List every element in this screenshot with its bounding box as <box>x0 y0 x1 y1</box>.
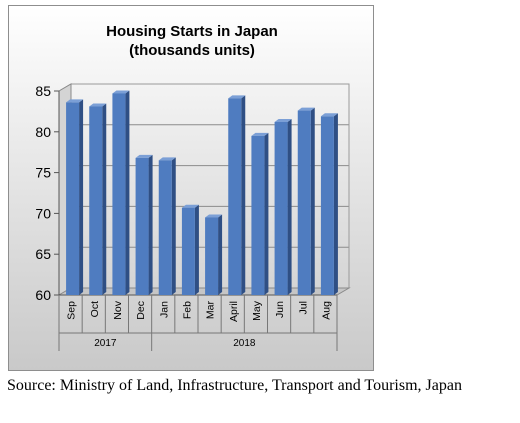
bar-face <box>274 122 288 296</box>
bar-top <box>89 103 107 107</box>
bar <box>135 154 153 295</box>
bar-face <box>158 160 172 295</box>
bar-face <box>320 116 334 296</box>
chart-frame: Housing Starts in Japan (thousands units… <box>8 5 374 371</box>
x-tick-label: April <box>228 301 240 322</box>
bar-face <box>181 207 195 295</box>
bar-top <box>251 132 269 136</box>
bar-face <box>66 102 80 295</box>
x-tick-label: Aug <box>320 301 332 320</box>
x-tick-label: May <box>251 300 263 321</box>
x-axis-ticks: Sep Oct Nov Dec Jan Feb Mar April May Jun Jul Aug <box>58 295 338 333</box>
bar-top <box>205 214 223 218</box>
x-tick-label: Nov <box>112 300 124 319</box>
bar <box>251 132 269 295</box>
y-tick-label: 60 <box>35 287 51 303</box>
bar-side <box>171 157 176 295</box>
bar-chart: Housing Starts in Japan (thousands units… <box>35 23 351 351</box>
chart-title: Housing Starts in Japan <box>106 23 278 40</box>
year-groups: 2017 2018 <box>58 332 338 351</box>
x-tick-label: Oct <box>89 301 101 317</box>
bars <box>66 90 338 296</box>
bar-face <box>112 93 126 295</box>
x-tick-label: Jul <box>297 301 309 314</box>
bar-top <box>158 157 176 161</box>
y-tick-label: 85 <box>35 83 51 99</box>
bar-side <box>148 154 153 295</box>
bar <box>274 119 292 296</box>
bar-top <box>297 107 315 111</box>
bar-top <box>274 119 292 123</box>
bar-top <box>112 90 130 94</box>
y-tick-label: 70 <box>35 205 51 221</box>
bar <box>181 204 199 295</box>
bar <box>66 99 84 295</box>
bar-side <box>194 204 199 295</box>
x-tick-label: Dec <box>135 301 147 320</box>
x-tick-label: Jan <box>158 301 170 318</box>
year-group-label: 2017 <box>94 338 117 349</box>
bar-side <box>264 132 269 295</box>
chart-subtitle: (thousands units) <box>129 42 255 59</box>
bar-side <box>241 95 246 296</box>
bar-face <box>251 135 265 295</box>
bar <box>320 113 338 296</box>
x-tick-label: Feb <box>181 301 193 319</box>
gridline <box>58 83 349 92</box>
x-tick-label: Mar <box>205 301 217 320</box>
y-tick-label: 75 <box>35 165 51 181</box>
bar-top <box>320 113 338 117</box>
y-tick-label: 65 <box>35 246 51 262</box>
y-axis-ticks: 60 65 70 75 80 85 <box>35 83 59 303</box>
x-tick-label: Sep <box>66 301 78 320</box>
bar-face <box>205 217 219 295</box>
bar <box>89 103 107 295</box>
bar-top <box>135 154 153 158</box>
x-tick-label: Jun <box>274 301 286 318</box>
source-note: Source: Ministry of Land, Infrastructure… <box>7 377 462 394</box>
bar-side <box>125 90 130 295</box>
bar <box>112 90 130 295</box>
year-group-label: 2018 <box>233 338 256 349</box>
bar-top <box>181 204 199 208</box>
bar-side <box>287 119 292 296</box>
bar-face <box>297 110 311 295</box>
bar-side <box>310 107 315 295</box>
bar-top <box>66 99 84 103</box>
y-tick-label: 80 <box>35 124 51 140</box>
bar <box>158 157 176 295</box>
bar-side <box>79 99 84 295</box>
bar <box>205 214 223 295</box>
bar-side <box>102 103 107 295</box>
bar-face <box>89 106 103 295</box>
bar <box>228 95 246 296</box>
bar-top <box>228 95 246 99</box>
bar-side <box>218 214 223 295</box>
bar-face <box>135 157 149 295</box>
bar <box>297 107 315 295</box>
bar-side <box>333 113 338 296</box>
bar-face <box>228 98 242 296</box>
